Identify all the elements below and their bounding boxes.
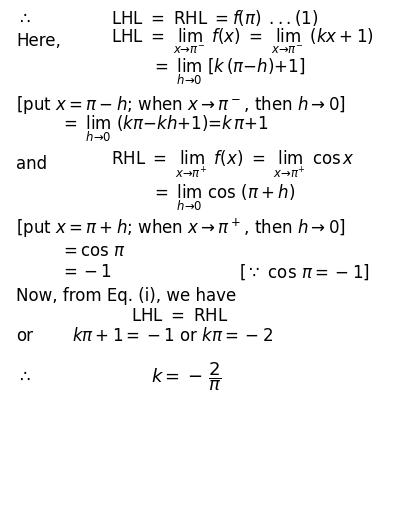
Text: $=$ $\lim_{h \to 0}$ $\cos\,(\pi + h)$: $=$ $\lim_{h \to 0}$ $\cos\,(\pi + h)$ bbox=[151, 181, 296, 213]
Text: [put $x = \pi - h$; when $x \to \pi^-$, then $h \to 0$]: [put $x = \pi - h$; when $x \to \pi^-$, … bbox=[16, 93, 346, 116]
Text: [$\because$ $\cos\,\pi = -1$]: [$\because$ $\cos\,\pi = -1$] bbox=[239, 262, 369, 281]
Text: Here,: Here, bbox=[16, 32, 61, 50]
Text: $k\pi + 1 = -1$ or $k\pi = -2$: $k\pi + 1 = -1$ or $k\pi = -2$ bbox=[72, 327, 273, 345]
Text: LHL $=$ RHL: LHL $=$ RHL bbox=[131, 307, 228, 325]
Text: [put $x = \pi + h$; when $x \to \pi^+$, then $h \to 0$]: [put $x = \pi + h$; when $x \to \pi^+$, … bbox=[16, 217, 346, 240]
Text: $= \cos\,\pi$: $= \cos\,\pi$ bbox=[60, 242, 126, 260]
Text: RHL $=$ $\lim_{x \to \pi^+}$ $f(x)$ $=$ $\lim_{x \to \pi^+}$ $\cos x$: RHL $=$ $\lim_{x \to \pi^+}$ $f(x)$ $=$ … bbox=[111, 148, 355, 180]
Text: LHL $=$ RHL $= f(\pi)$ $\,...(1)$: LHL $=$ RHL $= f(\pi)$ $\,...(1)$ bbox=[111, 8, 319, 28]
Text: LHL $=$ $\lim_{x \to \pi^-}$ $f(x)$ $=$ $\lim_{x \to \pi^-}$ $(kx + 1)$: LHL $=$ $\lim_{x \to \pi^-}$ $f(x)$ $=$ … bbox=[111, 27, 374, 56]
Text: $k = -\,\dfrac{2}{\pi}$: $k = -\,\dfrac{2}{\pi}$ bbox=[151, 360, 222, 392]
Text: Now, from Eq. (i), we have: Now, from Eq. (i), we have bbox=[16, 286, 236, 305]
Text: $=$ $\lim_{h \to 0}$ $[k\,(\pi - h) + 1]$: $=$ $\lim_{h \to 0}$ $[k\,(\pi - h) + 1]… bbox=[151, 56, 306, 87]
Text: $=$ $\lim_{h \to 0}$ $(k\pi - kh + 1) = k\,\pi + 1$: $=$ $\lim_{h \to 0}$ $(k\pi - kh + 1) = … bbox=[60, 113, 269, 144]
Text: and: and bbox=[16, 155, 47, 173]
Text: $\therefore$: $\therefore$ bbox=[16, 9, 31, 27]
Text: $= -1$: $= -1$ bbox=[60, 263, 112, 281]
Text: or: or bbox=[16, 327, 33, 345]
Text: $\therefore$: $\therefore$ bbox=[16, 366, 31, 384]
